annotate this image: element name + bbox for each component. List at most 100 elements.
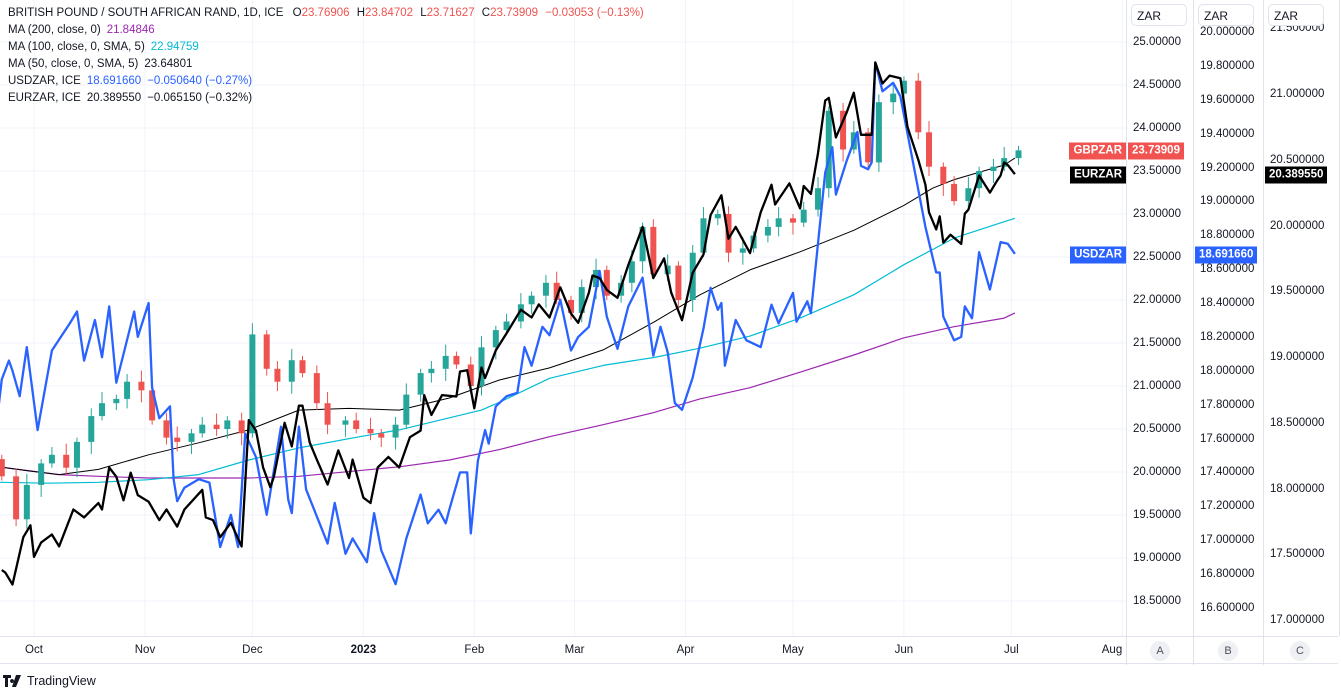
ma100-layer: [0, 217, 1016, 484]
candle: [224, 416, 231, 439]
price-tick-label-b: 19.200000: [1200, 161, 1255, 174]
candle-body: [149, 390, 156, 421]
gbpzar-candles: [0, 72, 1022, 529]
candle-body: [238, 420, 245, 434]
price-tick-label-b: 19.600000: [1200, 93, 1255, 106]
candle: [13, 468, 20, 527]
high-value: 23.84702: [365, 7, 414, 19]
price-chart[interactable]: [0, 0, 1126, 636]
price-tick-label-a: 20.00000: [1133, 466, 1181, 478]
symbol-title: BRITISH POUND / SOUTH AFRICAN RAND, 1D, …: [8, 7, 284, 19]
legend-eurzar[interactable]: EURZAR, ICE 20.389550 −0.065150 (−0.32%): [8, 90, 644, 107]
candle-body: [800, 209, 807, 223]
eurzar-line: [1, 61, 1016, 586]
time-tick-label: Apr: [676, 644, 695, 656]
candle: [478, 336, 485, 396]
candle: [442, 344, 449, 381]
axis-a-button[interactable]: A: [1150, 641, 1170, 661]
candle-body: [865, 132, 872, 163]
candle-body: [603, 269, 610, 296]
legend-ma200[interactable]: MA (200, close, 0) 21.84846: [8, 22, 644, 39]
tradingview-logo[interactable]: TradingView: [3, 674, 96, 688]
price-axis-a[interactable]: ZAR 23.73909 25.00000 24.50000 24.00000 23.…: [1126, 0, 1194, 636]
axis-c-button[interactable]: C: [1290, 641, 1310, 661]
ma100-line: [0, 217, 1016, 484]
price-tick-label-a: 24.50000: [1133, 79, 1181, 91]
axis-divider: [1126, 637, 1127, 665]
candle: [342, 416, 349, 437]
candle: [124, 373, 131, 409]
candle-body: [392, 424, 399, 438]
candle-body: [188, 433, 195, 442]
candle: [174, 426, 181, 452]
ma200-value: 21.84846: [106, 24, 155, 36]
candle-body: [249, 334, 256, 434]
candle-body: [675, 265, 682, 300]
candle: [113, 394, 120, 411]
candle-body: [99, 403, 106, 417]
close-value: 23.73909: [490, 7, 539, 19]
price-tick-label-a: 22.50000: [1133, 251, 1181, 263]
candle-body: [990, 166, 997, 171]
change-value: −0.03053 (−0.13%): [545, 7, 644, 19]
candle: [417, 368, 424, 402]
time-tick-label: Dec: [242, 644, 263, 656]
candle: [990, 158, 997, 184]
candle: [940, 162, 947, 196]
candle-body: [38, 463, 45, 485]
candle: [926, 121, 932, 177]
open-value: 23.76906: [301, 7, 350, 19]
price-axis-c[interactable]: ZAR 20.389550 21.500000 21.000000 20.50000…: [1263, 0, 1340, 636]
currency-selector-c[interactable]: ZAR: [1268, 4, 1324, 26]
axis-b-button[interactable]: B: [1218, 641, 1238, 661]
candle-body: [542, 282, 549, 296]
legend-main[interactable]: BRITISH POUND / SOUTH AFRICAN RAND, 1D, …: [8, 5, 644, 22]
time-tick-label: Mar: [564, 644, 585, 656]
price-tick-label-b: 16.800000: [1200, 568, 1255, 581]
price-tick-label-b: 18.200000: [1200, 330, 1255, 343]
open-label: O: [292, 7, 302, 19]
candle-body: [650, 226, 657, 275]
candle: [249, 323, 256, 438]
price-tick-label-c: 17.500000: [1270, 548, 1325, 561]
currency-selector-a[interactable]: ZAR: [1131, 4, 1187, 26]
candle: [965, 177, 972, 208]
candle-body: [13, 476, 20, 520]
tradingview-logo-icon: [3, 675, 21, 687]
candle: [313, 365, 320, 411]
price-tick-label-a: 21.50000: [1133, 337, 1181, 349]
axis-divider: [1193, 637, 1194, 665]
candle-body: [163, 420, 170, 438]
currency-selector-b[interactable]: ZAR: [1198, 4, 1254, 26]
candle: [48, 447, 55, 468]
candle-body: [288, 360, 295, 382]
candle: [199, 416, 206, 438]
candle-body: [213, 424, 220, 429]
low-value: 23.71627: [426, 7, 475, 19]
price-axis-b[interactable]: ZAR 18.691660 20.000000 19.800000 19.60000…: [1193, 0, 1264, 636]
candle: [568, 295, 574, 320]
candle: [825, 106, 832, 198]
candle: [428, 361, 435, 383]
price-tick-label-c: 19.500000: [1270, 285, 1325, 298]
legend-usdzar[interactable]: USDZAR, ICE 18.691660 −0.050640 (−0.27%): [8, 73, 644, 90]
candle-body: [467, 364, 474, 386]
gbpzar-series-tag: GBPZAR: [1069, 142, 1126, 160]
candle: [900, 76, 907, 98]
candle: [528, 291, 535, 314]
price-tick-label-b: 17.400000: [1200, 466, 1255, 479]
candle-body: [764, 226, 771, 236]
candle: [503, 313, 510, 335]
candle-body: [593, 269, 600, 288]
eurzar-value: 20.389550: [86, 92, 142, 104]
candle-body: [0, 459, 5, 477]
candle-body: [174, 437, 181, 442]
legend-ma100[interactable]: MA (100, close, 0, SMA, 5) 22.94759: [8, 39, 644, 56]
legend-ma50[interactable]: MA (50, close, 0, SMA, 5) 23.64801: [8, 56, 644, 73]
candle-body: [378, 433, 385, 438]
time-axis[interactable]: A B C Oct Nov Dec 2023 Feb Mar Apr May Jun Jul Aug: [0, 636, 1338, 665]
candle: [675, 261, 682, 310]
candle: [714, 209, 721, 226]
candle: [875, 94, 882, 172]
price-tick-label-a: 23.50000: [1133, 165, 1181, 177]
